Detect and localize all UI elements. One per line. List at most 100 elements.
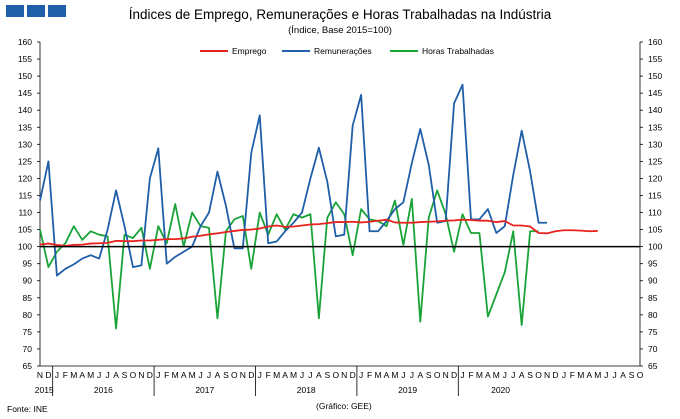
brand-logo — [6, 5, 66, 17]
x-tick-label: N — [443, 370, 449, 380]
x-tick-label: D — [350, 370, 356, 380]
x-tick-label: J — [207, 370, 211, 380]
y-tick-label-right: 75 — [648, 327, 658, 337]
year-label: 2017 — [195, 385, 214, 395]
x-tick-label: N — [37, 370, 43, 380]
x-tick-label: J — [156, 370, 160, 380]
x-tick-label: A — [620, 370, 626, 380]
x-tick-label: O — [637, 370, 644, 380]
logo-block — [48, 5, 66, 17]
x-tick-label: J — [613, 370, 617, 380]
y-tick-label-right: 150 — [648, 71, 662, 81]
y-tick-label-right: 120 — [648, 173, 662, 183]
x-tick-label: S — [629, 370, 635, 380]
x-tick-label: F — [367, 370, 372, 380]
y-tick-label-right: 90 — [648, 276, 658, 286]
y-tick-label-left: 115 — [18, 190, 32, 200]
x-tick-label: J — [511, 370, 515, 380]
x-tick-label: S — [122, 370, 128, 380]
y-tick-label-left: 80 — [23, 310, 33, 320]
x-tick-label: O — [231, 370, 238, 380]
legend-label: Remunerações — [314, 46, 372, 56]
y-tick-label-right: 135 — [648, 122, 662, 132]
x-tick-label: S — [324, 370, 330, 380]
y-tick-label-left: 70 — [23, 344, 33, 354]
logo-block — [27, 5, 45, 17]
y-tick-label-right: 115 — [648, 190, 662, 200]
x-tick-label: D — [451, 370, 457, 380]
x-tick-label: F — [63, 370, 68, 380]
y-tick-label-right: 145 — [648, 88, 662, 98]
y-tick-label-right: 155 — [648, 54, 662, 64]
y-tick-label-left: 125 — [18, 156, 32, 166]
x-tick-label: D — [147, 370, 153, 380]
x-tick-label: J — [300, 370, 304, 380]
x-tick-label: O — [130, 370, 137, 380]
x-tick-label: A — [316, 370, 322, 380]
x-tick-label: J — [97, 370, 101, 380]
chart-title: Índices de Emprego, Remunerações e Horas… — [128, 7, 552, 22]
x-tick-label: J — [410, 370, 414, 380]
y-tick-label-right: 85 — [648, 293, 658, 303]
x-tick-label: A — [181, 370, 187, 380]
x-tick-label: S — [426, 370, 432, 380]
series-line-emprego — [39, 218, 598, 247]
y-tick-label-left: 75 — [23, 327, 33, 337]
y-tick-label-right: 125 — [648, 156, 662, 166]
x-tick-label: M — [172, 370, 179, 380]
y-tick-label-left: 130 — [18, 139, 32, 149]
x-tick-label: J — [198, 370, 202, 380]
y-tick-label-right: 95 — [648, 259, 658, 269]
x-tick-label: J — [308, 370, 312, 380]
y-tick-label-right: 105 — [648, 225, 662, 235]
y-tick-label-left: 160 — [18, 37, 32, 47]
chart-subtitle: (Índice, Base 2015=100) — [288, 25, 392, 36]
x-tick-label: S — [223, 370, 229, 380]
x-tick-label: J — [562, 370, 566, 380]
x-tick-label: J — [401, 370, 405, 380]
x-tick-label: N — [544, 370, 550, 380]
x-tick-label: A — [417, 370, 423, 380]
x-tick-label: S — [527, 370, 533, 380]
year-label: 2020 — [491, 385, 510, 395]
chart-credit: (Gráfico: GEE) — [316, 401, 372, 411]
y-tick-label-left: 90 — [23, 276, 33, 286]
x-tick-label: J — [503, 370, 507, 380]
x-tick-label: A — [79, 370, 85, 380]
x-tick-label: J — [258, 370, 262, 380]
series-line-remuneracoes — [39, 83, 548, 277]
y-tick-label-left: 95 — [23, 259, 33, 269]
y-tick-label-right: 160 — [648, 37, 662, 47]
x-tick-label: A — [113, 370, 119, 380]
y-tick-label-left: 155 — [18, 54, 32, 64]
x-tick-label: A — [519, 370, 525, 380]
y-tick-label-right: 100 — [648, 242, 662, 252]
y-tick-label-right: 70 — [648, 344, 658, 354]
y-tick-label-left: 85 — [23, 293, 33, 303]
x-tick-label: M — [70, 370, 77, 380]
x-tick-label: M — [493, 370, 500, 380]
x-tick-label: J — [460, 370, 464, 380]
x-tick-label: J — [55, 370, 59, 380]
x-tick-label: F — [570, 370, 575, 380]
x-tick-label: N — [341, 370, 347, 380]
x-tick-label: O — [434, 370, 441, 380]
legend-label: Emprego — [232, 46, 267, 56]
x-tick-label: N — [240, 370, 246, 380]
x-tick-label: M — [476, 370, 483, 380]
y-tick-label-right: 130 — [648, 139, 662, 149]
x-tick-label: F — [468, 370, 473, 380]
legend-label: Horas Trabalhadas — [422, 46, 494, 56]
x-tick-label: J — [105, 370, 109, 380]
x-tick-label: O — [535, 370, 542, 380]
x-tick-label: A — [485, 370, 491, 380]
x-tick-label: F — [164, 370, 169, 380]
x-tick-label: M — [577, 370, 584, 380]
x-tick-label: A — [215, 370, 221, 380]
x-tick-label: M — [290, 370, 297, 380]
year-label: 2015 — [35, 385, 54, 395]
year-label: 2018 — [297, 385, 316, 395]
series-line-horas-trabalhadas — [39, 189, 539, 330]
y-tick-label-left: 65 — [23, 361, 33, 371]
